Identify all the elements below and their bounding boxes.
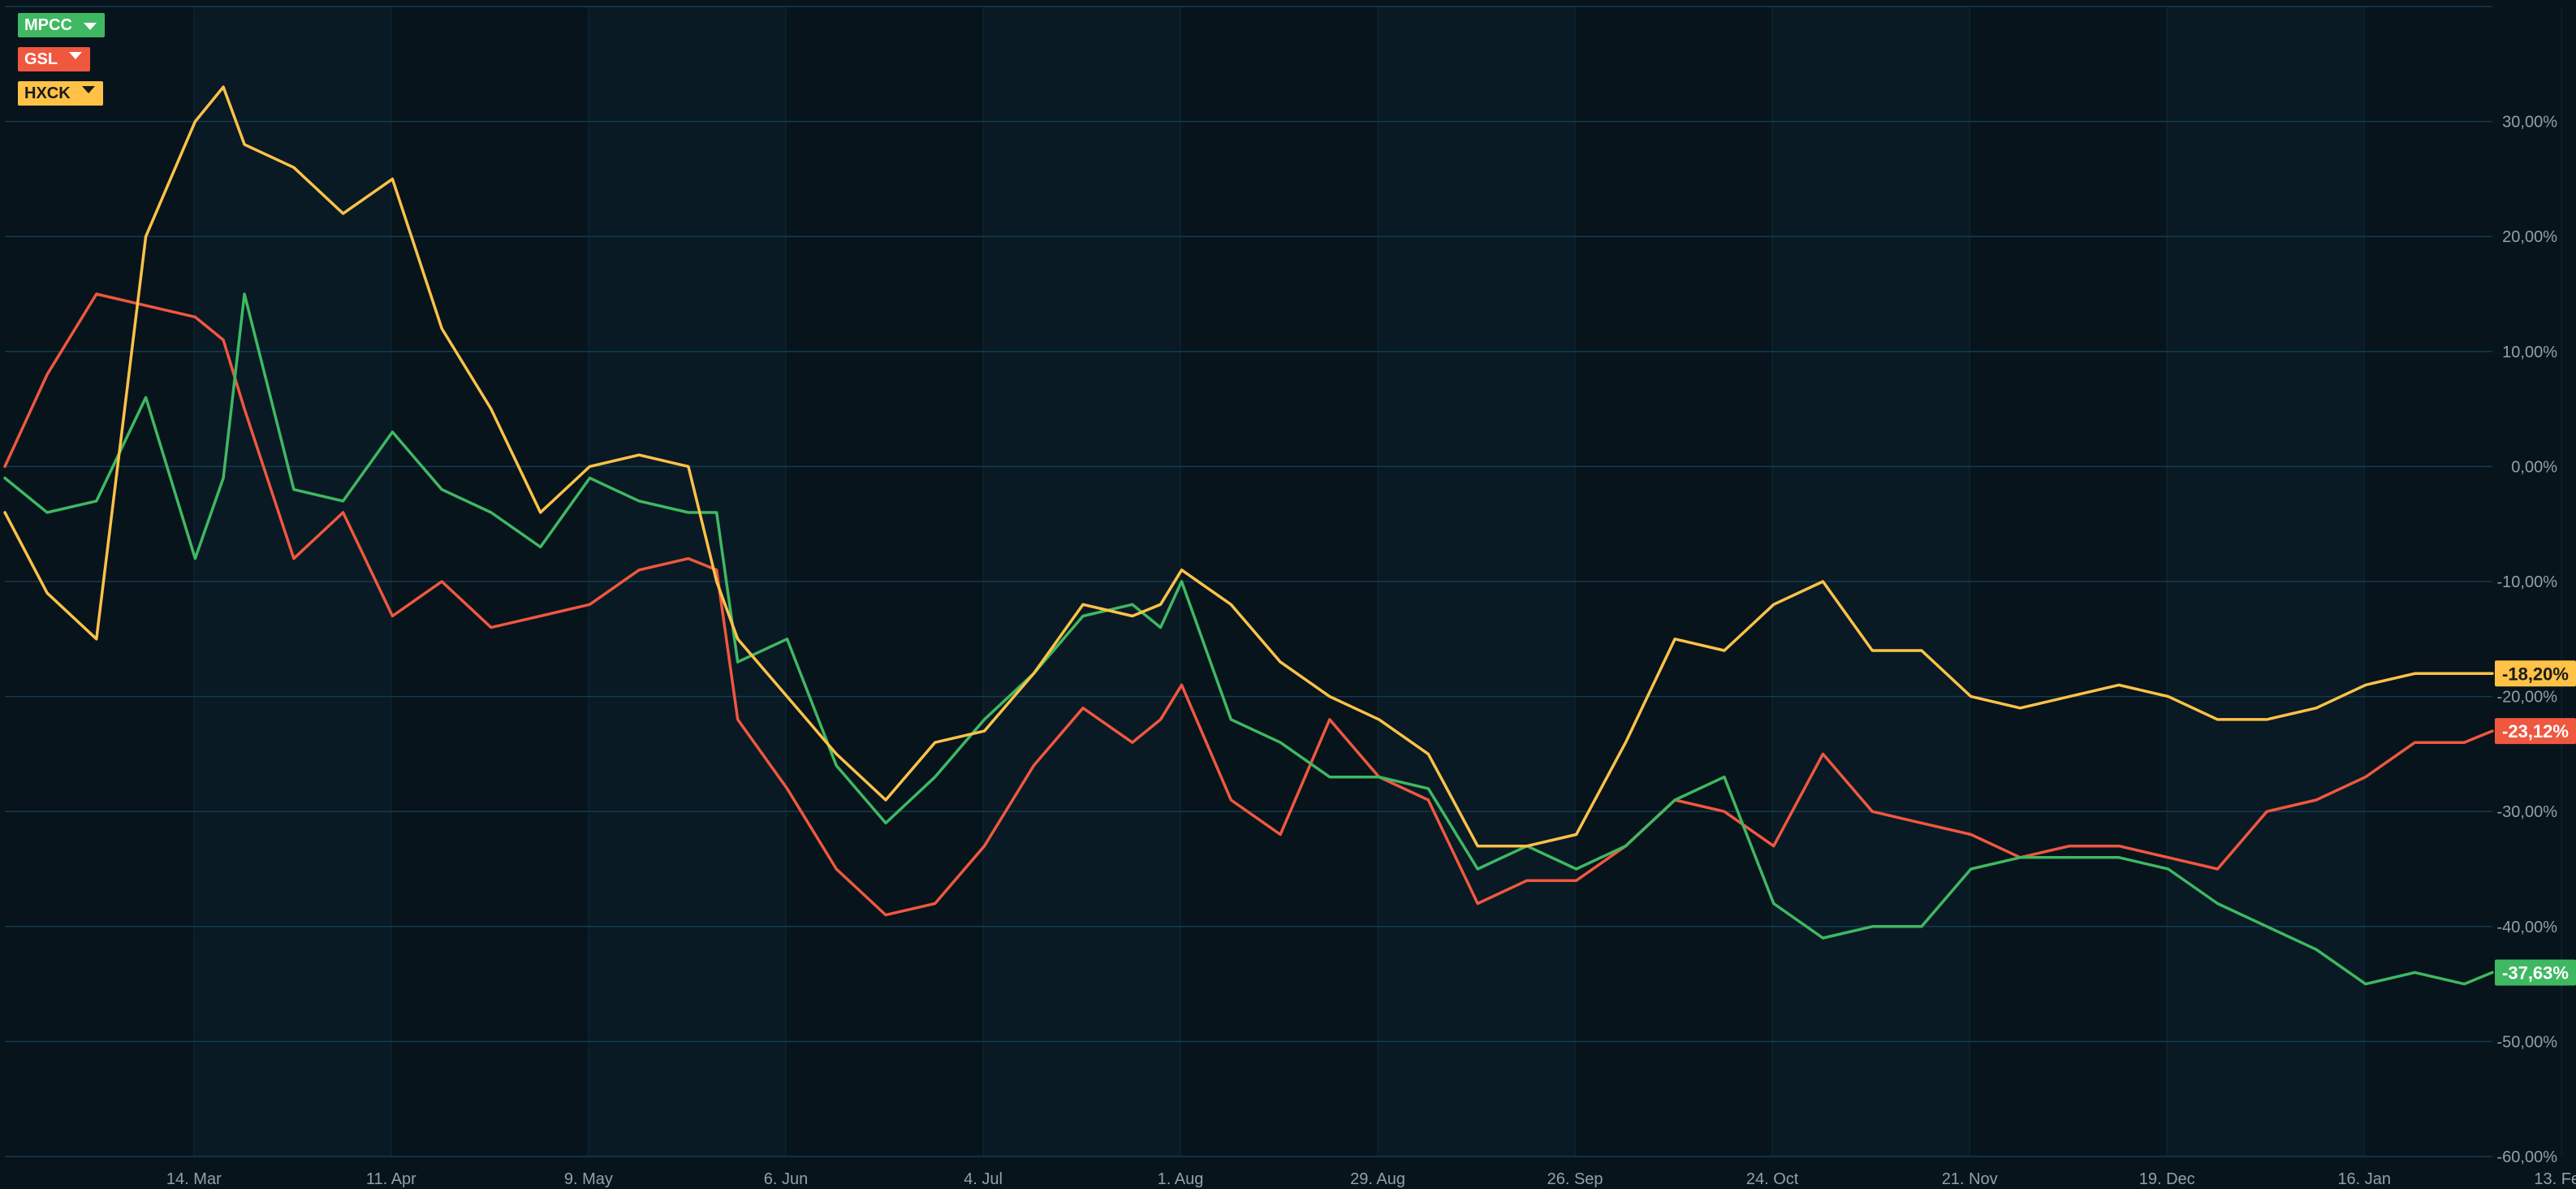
x-tick-label: 29. Aug <box>1350 1170 1405 1188</box>
legend-item-mpcc[interactable]: MPCC <box>18 13 105 37</box>
x-tick-label: 13. Feb <box>2534 1170 2576 1188</box>
x-tick-label: 16. Jan <box>2337 1170 2391 1188</box>
x-tick-label: 9. May <box>564 1170 613 1188</box>
last-value-badge-mpcc <box>2495 959 2576 986</box>
last-value-badge-hxck <box>2495 660 2576 687</box>
series-line-hxck <box>3 85 2494 848</box>
chevron-down-icon[interactable] <box>69 51 83 59</box>
y-tick-label: 0,00% <box>2511 458 2557 476</box>
y-tick-label: -40,00% <box>2497 919 2558 936</box>
y-tick-label: 10,00% <box>2502 344 2557 361</box>
y-tick-label: -20,00% <box>2497 689 2558 707</box>
x-tick-label: 26. Sep <box>1547 1170 1603 1188</box>
y-tick-label: 30,00% <box>2502 114 2557 132</box>
series-line-mpcc <box>3 292 2494 986</box>
legend-item-gsl[interactable]: GSL <box>18 47 91 71</box>
y-tick-label: -10,00% <box>2497 573 2558 591</box>
chevron-down-icon[interactable] <box>83 23 97 30</box>
legend-label-gsl: GSL <box>24 50 58 68</box>
last-value-badge-gsl <box>2495 718 2576 745</box>
x-tick-label: 11. Apr <box>366 1170 416 1188</box>
y-axis-labels: 30,00% 20,00% 10,00% 0,00% -10,00% -20,00% -30… <box>2497 114 2558 1166</box>
series-lines <box>3 85 2494 986</box>
legend-label-mpcc: MPCC <box>24 15 72 34</box>
x-tick-label: 21. Nov <box>1942 1170 1998 1188</box>
legend-label-hxck: HXCK <box>24 84 71 102</box>
y-tick-label: -50,00% <box>2497 1033 2558 1051</box>
x-tick-label: 4. Jul <box>964 1170 1003 1188</box>
series-line-gsl <box>3 292 2494 917</box>
chevron-down-icon[interactable] <box>81 85 95 93</box>
y-tick-label: -60,00% <box>2497 1148 2558 1166</box>
legend: MPCC GSL HXCK <box>18 13 105 115</box>
y-tick-label: 20,00% <box>2502 228 2557 246</box>
x-tick-label: 1. Aug <box>1158 1170 1204 1188</box>
last-value-labels: -37,63% -23,12% -18,20% <box>2495 660 2576 986</box>
x-tick-label: 24. Oct <box>1746 1170 1799 1188</box>
x-tick-label: 6. Jun <box>764 1170 808 1188</box>
x-tick-label: 19. Dec <box>2139 1170 2195 1188</box>
horizontal-gridlines <box>5 6 2492 1157</box>
legend-item-hxck[interactable]: HXCK <box>18 81 103 106</box>
x-tick-label: 14. Mar <box>166 1170 222 1188</box>
x-axis-labels: 14. Mar 11. Apr 9. May 6. Jun 4. Jul 1. Aug 29… <box>166 1170 2576 1188</box>
last-value-label-gsl: -23,12% <box>2502 721 2569 742</box>
y-tick-label: -30,00% <box>2497 803 2558 821</box>
last-value-label-mpcc: -37,63% <box>2502 962 2569 983</box>
last-value-label-hxck: -18,20% <box>2502 664 2569 684</box>
